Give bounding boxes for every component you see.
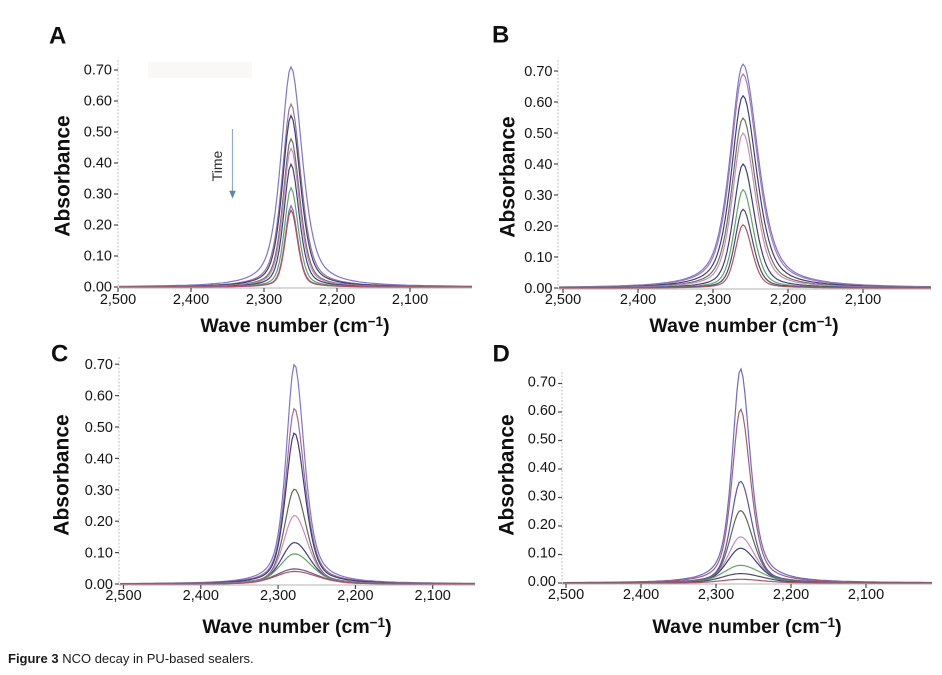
- svg-text:0.50: 0.50: [84, 125, 112, 141]
- svg-text:0.10: 0.10: [528, 546, 556, 562]
- svg-text:Wave number (cm−1): Wave number (cm−1): [200, 314, 389, 337]
- svg-text:C: C: [51, 341, 68, 368]
- svg-text:0.20: 0.20: [84, 218, 112, 234]
- svg-text:0.20: 0.20: [85, 514, 113, 530]
- svg-text:A: A: [49, 23, 66, 50]
- svg-text:0.50: 0.50: [85, 420, 113, 436]
- svg-text:2,500: 2,500: [100, 292, 136, 308]
- svg-text:2,200: 2,200: [319, 292, 355, 308]
- svg-text:B: B: [492, 22, 509, 49]
- svg-text:0.30: 0.30: [85, 483, 113, 499]
- svg-text:2,200: 2,200: [337, 588, 373, 604]
- svg-text:2,100: 2,100: [392, 292, 428, 308]
- svg-text:2,500: 2,500: [545, 292, 581, 308]
- svg-text:2,300: 2,300: [246, 292, 282, 308]
- svg-text:0.10: 0.10: [85, 546, 113, 562]
- svg-text:0.00: 0.00: [524, 281, 552, 297]
- svg-text:0.40: 0.40: [524, 157, 552, 173]
- svg-text:D: D: [493, 341, 510, 368]
- svg-text:0.70: 0.70: [85, 357, 113, 373]
- svg-text:2,400: 2,400: [183, 588, 219, 604]
- svg-text:2,400: 2,400: [623, 587, 659, 603]
- svg-text:0.30: 0.30: [528, 489, 556, 505]
- svg-text:0.00: 0.00: [85, 577, 113, 593]
- svg-text:2,500: 2,500: [548, 587, 584, 603]
- svg-text:0.10: 0.10: [524, 250, 552, 266]
- svg-text:2,300: 2,300: [695, 292, 731, 308]
- svg-text:0.60: 0.60: [524, 95, 552, 111]
- svg-text:Absorbance: Absorbance: [497, 116, 520, 237]
- svg-text:0.70: 0.70: [528, 375, 556, 391]
- svg-text:Time: Time: [209, 150, 225, 181]
- svg-text:Absorbance: Absorbance: [51, 414, 74, 535]
- svg-text:0.30: 0.30: [524, 188, 552, 204]
- svg-text:0.70: 0.70: [524, 64, 552, 80]
- svg-text:Figure 3 NCO decay in PU-based: Figure 3 NCO decay in PU-based sealers.: [8, 651, 254, 666]
- svg-text:0.50: 0.50: [528, 432, 556, 448]
- svg-text:0.20: 0.20: [528, 517, 556, 533]
- svg-text:0.70: 0.70: [84, 63, 112, 79]
- svg-text:0.50: 0.50: [524, 126, 552, 142]
- svg-text:0.20: 0.20: [524, 219, 552, 235]
- svg-text:2,500: 2,500: [105, 588, 141, 604]
- svg-text:0.60: 0.60: [85, 389, 113, 405]
- svg-text:0.60: 0.60: [528, 403, 556, 419]
- svg-text:2,200: 2,200: [773, 587, 809, 603]
- svg-text:0.60: 0.60: [84, 94, 112, 110]
- svg-text:Absorbance: Absorbance: [52, 115, 75, 236]
- svg-text:0.40: 0.40: [85, 451, 113, 467]
- svg-text:0.00: 0.00: [528, 574, 556, 590]
- svg-text:0.30: 0.30: [84, 187, 112, 203]
- svg-text:2,400: 2,400: [620, 292, 656, 308]
- svg-text:2,300: 2,300: [260, 588, 296, 604]
- svg-text:2,100: 2,100: [415, 588, 451, 604]
- svg-text:2,400: 2,400: [173, 292, 209, 308]
- svg-text:0.10: 0.10: [84, 249, 112, 265]
- svg-text:2,200: 2,200: [770, 292, 806, 308]
- svg-text:0.40: 0.40: [84, 156, 112, 172]
- svg-text:2,100: 2,100: [845, 292, 881, 308]
- svg-text:Wave number (cm−1): Wave number (cm−1): [652, 615, 841, 638]
- svg-text:Wave number (cm−1): Wave number (cm−1): [649, 314, 838, 337]
- svg-text:Absorbance: Absorbance: [496, 414, 519, 535]
- svg-text:0.40: 0.40: [528, 460, 556, 476]
- svg-text:0.00: 0.00: [84, 280, 112, 296]
- svg-text:2,300: 2,300: [698, 587, 734, 603]
- svg-text:2,100: 2,100: [848, 587, 884, 603]
- svg-text:Wave number (cm−1): Wave number (cm−1): [202, 615, 391, 638]
